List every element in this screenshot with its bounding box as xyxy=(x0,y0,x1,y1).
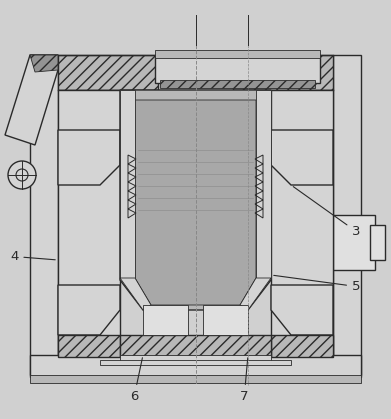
Bar xyxy=(58,90,120,355)
Text: 4: 4 xyxy=(10,250,55,263)
Bar xyxy=(271,335,333,357)
Bar xyxy=(233,55,333,90)
Bar xyxy=(143,305,188,335)
Bar xyxy=(333,215,375,270)
Polygon shape xyxy=(58,130,120,185)
Bar xyxy=(333,55,361,375)
Bar xyxy=(155,55,320,83)
Bar xyxy=(203,305,248,335)
Bar xyxy=(58,335,120,357)
Bar xyxy=(160,80,315,88)
Polygon shape xyxy=(135,100,256,305)
Polygon shape xyxy=(120,278,151,310)
Text: 6: 6 xyxy=(130,358,142,403)
Polygon shape xyxy=(240,278,271,310)
Bar xyxy=(30,55,58,375)
Polygon shape xyxy=(58,285,120,335)
Polygon shape xyxy=(271,130,333,185)
Text: 7: 7 xyxy=(240,358,249,403)
Polygon shape xyxy=(5,55,58,145)
Polygon shape xyxy=(271,285,333,335)
Bar xyxy=(271,90,333,355)
Bar xyxy=(30,355,361,377)
Polygon shape xyxy=(120,90,271,310)
Bar xyxy=(120,355,271,361)
Circle shape xyxy=(8,161,36,189)
Text: 5: 5 xyxy=(274,275,361,293)
Bar xyxy=(30,375,361,383)
Text: 3: 3 xyxy=(293,186,361,238)
Bar xyxy=(120,335,271,357)
Polygon shape xyxy=(30,55,58,72)
Polygon shape xyxy=(120,90,135,278)
Bar xyxy=(370,225,385,260)
Bar xyxy=(100,360,291,365)
Bar xyxy=(58,55,158,90)
Bar xyxy=(155,50,320,58)
Polygon shape xyxy=(256,90,271,278)
